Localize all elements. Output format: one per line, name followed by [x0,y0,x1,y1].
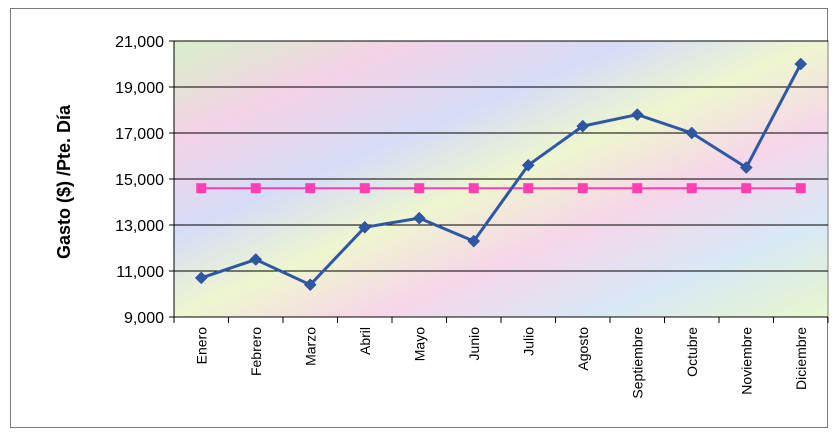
series-layer [194,57,808,292]
data-point-diamond [249,253,263,266]
data-point-square [250,183,261,194]
data-point-diamond [794,57,808,71]
x-tick-label: Enero [193,327,209,365]
data-point-square [468,183,479,194]
data-point-diamond [576,119,590,133]
x-axis: Enero Febrero Marzo Abril Mayo Junio Julio Agos… [173,316,829,399]
data-point-square [414,183,425,194]
x-tick-label: Julio [520,327,536,356]
data-point-diamond [412,211,426,225]
data-point-diamond [685,126,699,140]
series-line [200,63,803,287]
x-tick-label: Mayo [411,327,427,361]
data-point-diamond [739,161,753,174]
y-tick-label: 19,000 [115,80,164,97]
data-point-square [577,183,588,194]
x-tick-label: Marzo [302,327,318,366]
y-tick-label: 11,000 [116,264,164,281]
x-tick-label: Febrero [248,327,264,376]
data-point-square [686,183,697,194]
data-point-square [196,183,207,194]
data-point-diamond [194,271,208,285]
y-tick-label: 15,000 [115,172,164,189]
data-point-diamond [521,158,535,172]
data-point-diamond [630,108,644,121]
data-point-diamond [303,278,317,292]
y-axis-label: Gasto ($) /Pte. Día [54,104,74,259]
y-tick-label: 9,000 [124,310,164,327]
x-tick-label: Septiembre [629,327,645,399]
x-tick-label: Abril [357,327,373,355]
x-tick-label: Junio [466,327,482,361]
y-axis: 9,000 11,000 13,000 15,000 17,000 19,000 21,00… [115,34,175,327]
x-tick-label: Diciembre [793,327,809,390]
x-tick-label: Noviembre [738,327,754,395]
y-tick-label: 17,000 [115,126,164,143]
data-point-square [305,183,316,194]
x-tick-label: Octubre [684,327,700,377]
data-point-diamond [358,220,372,234]
data-point-square [741,183,752,194]
y-tick-label: 13,000 [115,218,164,235]
y-tick-label: 21,000 [115,34,164,51]
data-point-square [359,183,370,194]
x-tick-label: Agosto [575,327,591,371]
data-point-diamond [467,234,481,248]
data-point-square [523,183,534,194]
data-point-square [795,183,806,194]
data-point-square [632,183,643,194]
